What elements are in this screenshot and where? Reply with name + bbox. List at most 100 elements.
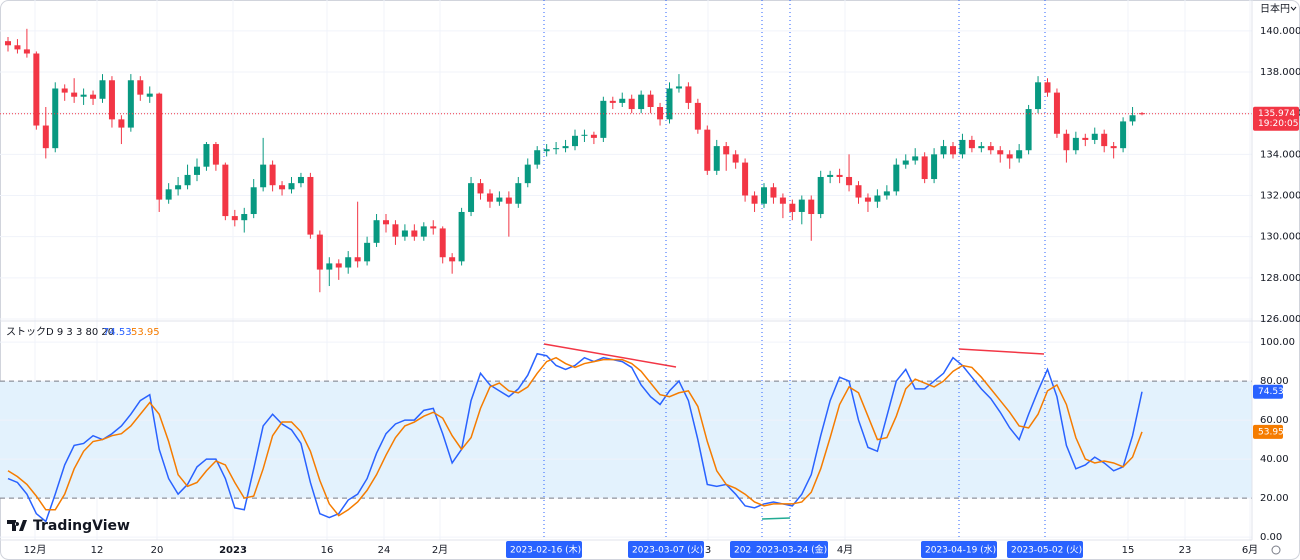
- candle-body: [609, 100, 616, 103]
- candle-body: [33, 53, 40, 126]
- logo-text: TradingView: [33, 518, 130, 534]
- candle-body: [950, 146, 956, 155]
- candle-body: [940, 146, 947, 155]
- x-tick-label: 4月: [837, 544, 853, 556]
- candle-body: [1016, 150, 1023, 159]
- candle-body: [798, 199, 805, 212]
- candle-body: [685, 86, 692, 103]
- candle-body: [1082, 137, 1089, 140]
- divergence-line: [543, 343, 677, 368]
- candle-body: [978, 146, 985, 149]
- candle-body: [836, 174, 843, 177]
- price-badge: [1253, 106, 1299, 131]
- candle-body: [524, 164, 531, 184]
- date-badge: [921, 541, 997, 558]
- candle-body: [71, 92, 78, 97]
- candle-body: [231, 216, 238, 221]
- candle-body: [732, 154, 739, 163]
- divergence-line: [761, 517, 791, 520]
- candle-body: [855, 185, 862, 198]
- candle-body: [61, 88, 68, 93]
- date-badge: [730, 541, 758, 558]
- date-badge-text: 2023-0: [734, 546, 766, 556]
- candle-body: [534, 150, 541, 165]
- candle-body: [307, 176, 314, 235]
- x-tick-label: 16: [321, 545, 334, 556]
- currency-chevron[interactable]: [1290, 6, 1297, 11]
- date-badge-text: 2023-03-07 (火): [632, 545, 703, 556]
- date-badge-text: 2023-05-02 (火): [1011, 545, 1082, 556]
- stoch-line: [7, 352, 1143, 523]
- candle-body: [1110, 146, 1117, 149]
- currency[interactable]: 日本円: [1260, 2, 1290, 15]
- y-tick-label: 126.000: [1260, 314, 1300, 325]
- candle-body: [723, 146, 730, 155]
- candle-body: [789, 203, 796, 212]
- candle-body: [779, 197, 786, 204]
- value-badge-text: 74.53: [1258, 387, 1284, 397]
- candle-body: [194, 166, 200, 175]
- candle-body: [127, 80, 134, 128]
- candle-body: [477, 183, 484, 194]
- candle-body: [572, 135, 578, 147]
- date-badge: [1007, 541, 1083, 558]
- y-tick-label: 138.000: [1260, 67, 1300, 78]
- candle-body: [931, 154, 938, 180]
- candle-body: [1025, 109, 1032, 151]
- candle-body: [364, 242, 371, 262]
- candle-body: [1044, 82, 1051, 93]
- x-tick-label: 12月: [24, 544, 47, 556]
- logo: TradingView: [7, 518, 130, 534]
- candle-body: [893, 164, 900, 192]
- candle-body: [260, 164, 267, 188]
- candle-body: [553, 148, 560, 150]
- candle-body: [968, 139, 975, 149]
- candle-body: [1053, 92, 1060, 134]
- candle-body: [486, 193, 493, 202]
- y-tick-label: 80.00: [1260, 376, 1289, 387]
- candle-body: [1072, 137, 1079, 151]
- candle-body: [959, 139, 966, 155]
- candle-body: [118, 119, 125, 128]
- candle-body: [316, 234, 323, 270]
- y-tick-label: 132.000: [1260, 190, 1300, 201]
- candle-body: [883, 191, 890, 196]
- date-badge-text: 2023-04-19 (水): [925, 544, 996, 556]
- candle-body: [392, 224, 399, 237]
- candle-body: [666, 88, 673, 120]
- candle-body: [14, 45, 21, 50]
- candle-body: [912, 156, 919, 161]
- y-tick-label: 60.00: [1260, 415, 1289, 426]
- x-tick-label: 15: [1122, 545, 1135, 556]
- candle-body: [146, 93, 153, 97]
- settings-icon[interactable]: [1271, 545, 1281, 555]
- under-layer: 12月 12 20 2023 16 24 2月 3 4月 15 23 6月: [0, 0, 1258, 556]
- candle-body: [1063, 133, 1070, 151]
- candle-body: [647, 94, 654, 108]
- candle-body: [619, 98, 626, 103]
- candle-body: [203, 144, 210, 167]
- y-tick-label: 100.00: [1260, 337, 1295, 348]
- legend-d: 53.95: [131, 327, 160, 338]
- candle-body: [383, 220, 389, 225]
- candle-body: [1139, 113, 1145, 115]
- candle-body: [335, 263, 342, 268]
- candle-body: [458, 211, 465, 262]
- candle-body: [657, 107, 664, 120]
- candle-body: [742, 162, 749, 196]
- candle-body: [874, 195, 881, 202]
- logo-mark: [7, 520, 27, 531]
- y-tick-label: 134.000: [1260, 149, 1300, 160]
- candle-body: [515, 183, 522, 204]
- x-tick-label: 2023: [219, 545, 247, 556]
- candle-body: [297, 176, 304, 184]
- candle-body: [817, 176, 824, 215]
- candle-body: [175, 185, 182, 190]
- countdown: 19:20:05: [1258, 119, 1298, 129]
- date-badge: [752, 541, 828, 558]
- divergence-line: [958, 348, 1045, 355]
- stoch-line: [7, 356, 1143, 517]
- candle-body: [5, 41, 11, 46]
- candle-body: [1129, 115, 1136, 122]
